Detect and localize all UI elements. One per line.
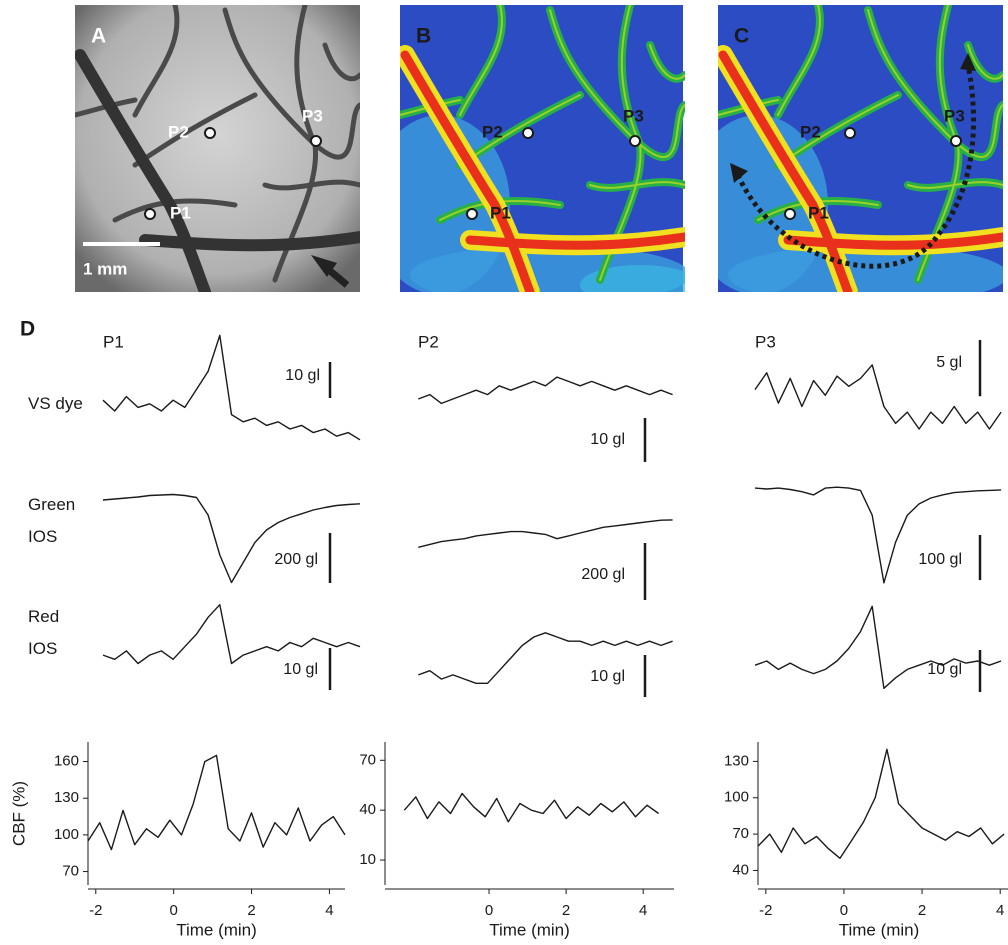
point-label: P2 — [482, 122, 503, 141]
trace — [754, 486, 1002, 584]
row-label: Red IOS — [28, 607, 60, 658]
scale-bar-label: 10 gl — [285, 367, 320, 384]
point-marker — [950, 135, 962, 147]
y-tick-label: 70 — [62, 863, 79, 880]
image-b — [400, 5, 685, 292]
x-tick-label: 2 — [918, 902, 926, 919]
scale-bar-label: 200 gl — [274, 551, 318, 568]
trace — [754, 605, 1002, 689]
point-marker — [144, 208, 156, 220]
y-tick-label: 70 — [732, 825, 749, 842]
y-tick-label: 130 — [54, 789, 79, 806]
x-tick-label: 4 — [996, 902, 1004, 919]
panel-label: D — [20, 318, 35, 341]
trace — [102, 493, 361, 584]
trace — [102, 334, 361, 441]
scale-bar-label: 200 gl — [581, 566, 625, 583]
row-label: VS dye — [28, 394, 83, 413]
point-label: P3 — [302, 106, 323, 125]
scale-bar-label: 1 mm — [83, 259, 127, 278]
point-label: P2 — [168, 122, 189, 141]
x-axis-label: Time (min) — [489, 920, 570, 939]
x-tick-label: 0 — [485, 902, 493, 919]
x-tick-label: 2 — [562, 902, 570, 919]
y-tick-label: 10 — [359, 851, 376, 868]
point-label: P1 — [170, 203, 191, 222]
point-label: P1 — [808, 203, 829, 222]
y-tick-label: 160 — [54, 753, 79, 770]
point-label: P2 — [800, 122, 821, 141]
point-label: P3 — [623, 106, 644, 125]
trace — [102, 604, 361, 665]
point-marker — [784, 208, 796, 220]
image-c — [718, 5, 1003, 292]
x-axis-label: Time (min) — [176, 920, 257, 939]
panel-label: A — [91, 25, 106, 48]
trace — [418, 632, 673, 684]
scale-bar-label: 10 gl — [927, 661, 962, 678]
x-tick-label: -2 — [759, 902, 772, 919]
row-label: Green IOS — [28, 495, 76, 546]
x-axis-label: Time (min) — [839, 920, 920, 939]
x-tick-label: 0 — [840, 902, 848, 919]
point-marker — [310, 135, 322, 147]
panel-label: C — [734, 25, 749, 48]
point-marker — [466, 208, 478, 220]
x-tick-label: 2 — [247, 902, 255, 919]
trace — [418, 376, 673, 405]
column-header: P2 — [418, 332, 439, 351]
y-tick-label: 40 — [359, 801, 376, 818]
scale-bar-label: 5 gl — [936, 354, 962, 371]
panel-label: B — [416, 25, 431, 48]
y-tick-label: 40 — [732, 861, 749, 878]
column-header: P1 — [103, 332, 124, 351]
scale-bar-label: 10 gl — [283, 661, 318, 678]
image-a — [75, 5, 360, 292]
scale-bar-label: 10 gl — [590, 668, 625, 685]
y-axis-label: CBF (%) — [9, 781, 28, 846]
point-marker — [522, 127, 534, 139]
point-marker — [204, 127, 216, 139]
y-tick-label: 100 — [724, 789, 749, 806]
point-marker — [629, 135, 641, 147]
scale-bar-label: 100 gl — [918, 551, 962, 568]
y-tick-label: 100 — [54, 826, 79, 843]
x-tick-label: 0 — [169, 902, 177, 919]
x-tick-label: -2 — [89, 902, 102, 919]
trace — [754, 364, 1002, 430]
x-tick-label: 4 — [325, 902, 333, 919]
point-label: P1 — [490, 203, 511, 222]
trace — [757, 748, 1005, 859]
y-tick-label: 70 — [359, 751, 376, 768]
x-tick-label: 4 — [639, 902, 647, 919]
trace — [403, 792, 660, 823]
column-header: P3 — [755, 332, 776, 351]
trace — [87, 754, 346, 851]
y-tick-label: 130 — [724, 752, 749, 769]
scale-bar-label: 10 gl — [590, 431, 625, 448]
point-marker — [844, 127, 856, 139]
point-label: P3 — [944, 106, 965, 125]
trace — [418, 519, 673, 548]
